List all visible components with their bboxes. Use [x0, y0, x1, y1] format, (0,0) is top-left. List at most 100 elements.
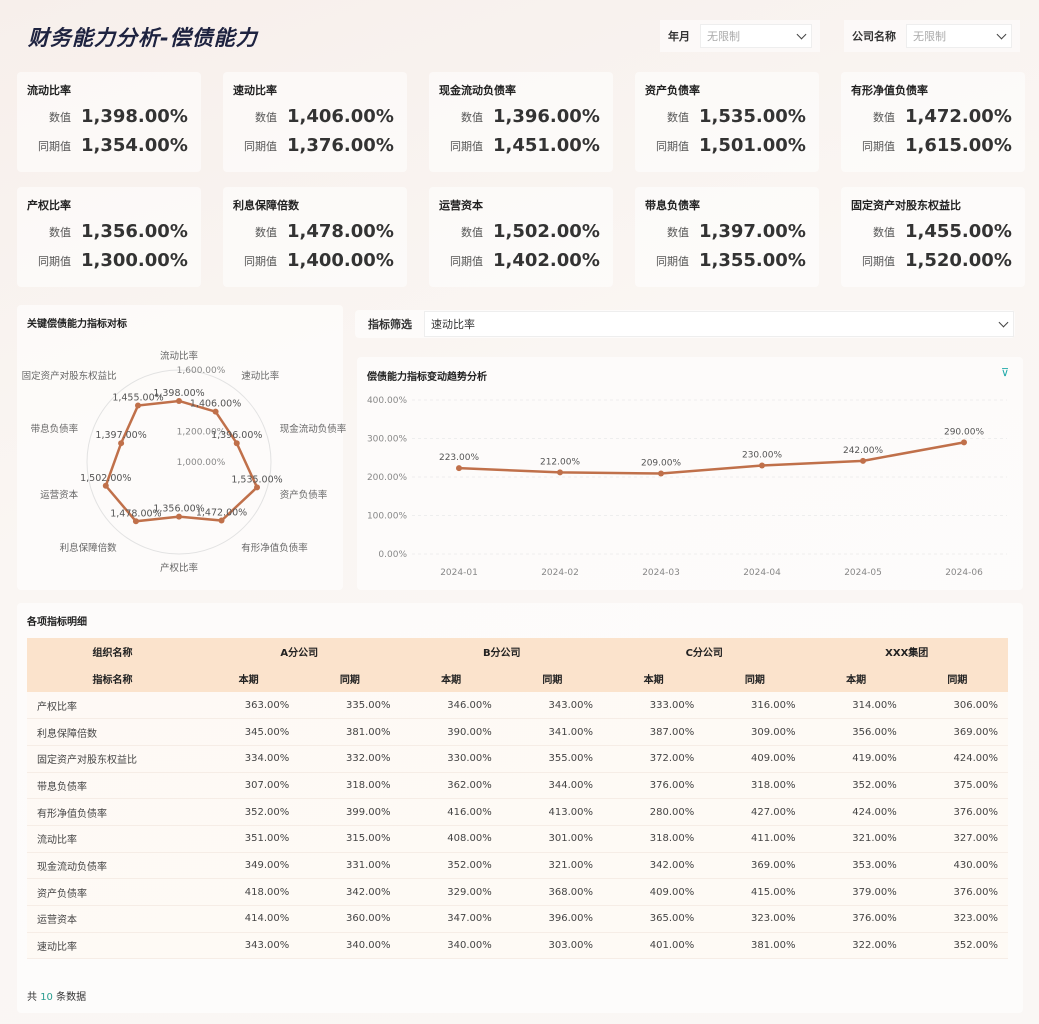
- data-point: [557, 469, 563, 476]
- table-cell: 396.00%: [501, 905, 603, 933]
- group-header: B分公司: [400, 638, 603, 665]
- table-cell: 381.00%: [299, 718, 401, 746]
- filter-icon[interactable]: ⊽: [1000, 366, 1009, 379]
- kpi-value: 1,535.00%: [699, 106, 806, 127]
- radar-point: [233, 440, 240, 447]
- y-tick-label: 400.00%: [367, 396, 407, 406]
- table-cell: 资产负债率: [27, 878, 198, 906]
- kpi-card: 现金流动负债率 数值 1,396.00% 同期值 1,451.00%: [429, 72, 613, 172]
- radar-data-label: 1,398.00%: [153, 388, 204, 399]
- radar-axis-label: 有形净值负债率: [241, 542, 308, 554]
- table-cell: 323.00%: [704, 905, 806, 933]
- table-cell: 409.00%: [603, 878, 705, 906]
- table-cell: 409.00%: [704, 745, 806, 773]
- table-cell: 316.00%: [704, 692, 806, 720]
- table-row: 利息保障倍数 345.00% 381.00% 390.00% 341.00% 387.00…: [27, 718, 1008, 746]
- kpi-name: 运营资本: [439, 199, 483, 212]
- kpi-card: 运营资本 数值 1,502.00% 同期值 1,402.00%: [429, 187, 613, 287]
- table-cell: 314.00%: [805, 692, 907, 720]
- sub-header: 同期: [299, 665, 401, 692]
- table-cell: 365.00%: [603, 905, 705, 933]
- table-cell: 356.00%: [805, 718, 907, 746]
- radar-axis-label: 固定资产对股东权益比: [22, 370, 117, 382]
- table-cell: 352.00%: [906, 932, 1008, 960]
- page-title: 财务能力分析-偿债能力: [28, 26, 258, 50]
- radar-data-label: 1,535.00%: [231, 474, 282, 485]
- table-cell: 418.00%: [198, 878, 300, 906]
- kpi-name: 资产负债率: [645, 84, 700, 97]
- kpi-prior-label: 同期值: [862, 254, 895, 268]
- data-label: 209.00%: [641, 459, 681, 469]
- x-tick-label: 2024-05: [844, 568, 882, 578]
- select-value: 无限制: [707, 30, 740, 43]
- kpi-name: 现金流动负债率: [439, 84, 516, 97]
- radar-point: [176, 397, 182, 404]
- table-cell: 340.00%: [400, 932, 502, 960]
- radar-axis-label: 利息保障倍数: [60, 542, 118, 554]
- table-cell: 332.00%: [299, 745, 401, 773]
- org-header: 组织名称: [27, 638, 198, 665]
- table-cell: 有形净值负债率: [27, 798, 198, 826]
- table-cell: 376.00%: [603, 772, 705, 800]
- table-cell: 411.00%: [704, 825, 806, 853]
- table-cell: 流动比率: [27, 825, 198, 853]
- radar-data-label: 1,478.00%: [110, 508, 161, 519]
- kpi-prior-value: 1,400.00%: [287, 250, 394, 271]
- table-row: 速动比率 343.00% 340.00% 340.00% 303.00% 401.00% 3…: [27, 932, 1008, 960]
- kpi-prior-label: 同期值: [656, 139, 689, 153]
- table-cell: 351.00%: [198, 825, 300, 853]
- kpi-card: 流动比率 数值 1,398.00% 同期值 1,354.00%: [17, 72, 201, 172]
- kpi-prior-value: 1,376.00%: [287, 135, 394, 156]
- table-cell: 376.00%: [805, 905, 907, 933]
- table-cell: 349.00%: [198, 852, 300, 880]
- table-cell: 355.00%: [501, 745, 603, 773]
- kpi-value: 1,356.00%: [81, 221, 188, 242]
- kpi-value: 1,397.00%: [699, 221, 806, 242]
- kpi-prior-value: 1,355.00%: [699, 250, 806, 271]
- year-month-select[interactable]: 无限制: [700, 24, 812, 48]
- table-cell: 318.00%: [603, 825, 705, 853]
- table-cell: 344.00%: [501, 772, 603, 800]
- table-cell: 306.00%: [906, 692, 1008, 720]
- y-tick-label: 300.00%: [367, 435, 407, 445]
- kpi-prior-label: 同期值: [38, 139, 71, 153]
- indicator-filter-label: 指标筛选: [368, 318, 412, 331]
- radar-tick-label: 1,200.00%: [177, 427, 226, 437]
- table-cell: 现金流动负债率: [27, 852, 198, 880]
- kpi-value-label: 数值: [461, 225, 483, 239]
- table-cell: 带息负债率: [27, 772, 198, 800]
- table-row: 有形净值负债率 352.00% 399.00% 416.00% 413.00% 280.0…: [27, 798, 1008, 826]
- indicator-select[interactable]: 速动比率: [424, 311, 1014, 337]
- radar-data-label: 1,406.00%: [190, 399, 241, 410]
- radar-data-label: 1,472.00%: [196, 508, 247, 519]
- table-cell: 352.00%: [400, 852, 502, 880]
- radar-point: [212, 408, 219, 415]
- table-row: 带息负债率 307.00% 318.00% 362.00% 344.00% 376.00%…: [27, 772, 1008, 800]
- kpi-prior-value: 1,300.00%: [81, 250, 188, 271]
- radar-grid-circle: [86, 369, 272, 555]
- radar-point: [118, 440, 125, 447]
- kpi-name: 带息负债率: [645, 199, 700, 212]
- table-cell: 343.00%: [501, 692, 603, 720]
- table-cell: 340.00%: [299, 932, 401, 960]
- table-title: 各项指标明细: [27, 617, 87, 628]
- radar-tick-label: 1,600.00%: [177, 366, 226, 376]
- table-cell: 414.00%: [198, 905, 300, 933]
- table-cell: 330.00%: [400, 745, 502, 773]
- table-row: 现金流动负债率 349.00% 331.00% 352.00% 321.00% 342.0…: [27, 852, 1008, 880]
- table-cell: 419.00%: [805, 745, 907, 773]
- kpi-card: 利息保障倍数 数值 1,478.00% 同期值 1,400.00%: [223, 187, 407, 287]
- table-cell: 368.00%: [501, 878, 603, 906]
- table-cell: 331.00%: [299, 852, 401, 880]
- table-cell: 303.00%: [501, 932, 603, 960]
- table-cell: 347.00%: [400, 905, 502, 933]
- filter-label: 公司名称: [852, 30, 896, 43]
- table-cell: 341.00%: [501, 718, 603, 746]
- sub-header: 本期: [603, 665, 705, 692]
- company-select[interactable]: 无限制: [906, 24, 1012, 48]
- kpi-name: 流动比率: [27, 84, 71, 97]
- data-label: 212.00%: [540, 457, 580, 467]
- table-cell: 333.00%: [603, 692, 705, 720]
- table-cell: 427.00%: [704, 798, 806, 826]
- kpi-name: 速动比率: [233, 84, 277, 97]
